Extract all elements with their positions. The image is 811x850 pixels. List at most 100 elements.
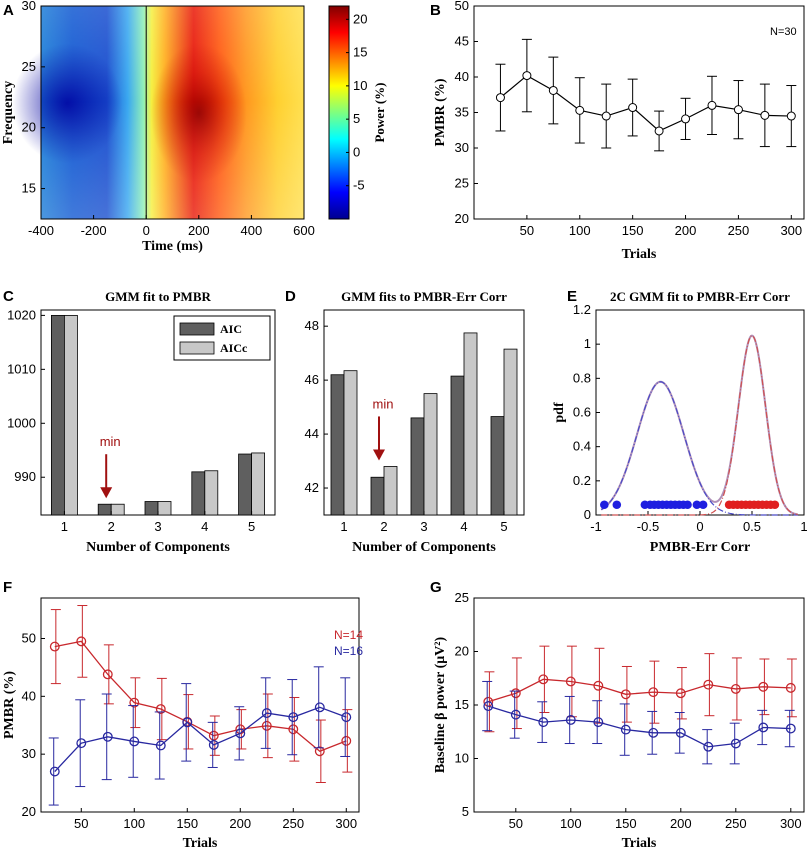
panel-e: -1 -0.5 0 0.5 1 0 0.2 0.4 0.6 0.8 1 1.2 2C GMM fit t… (552, 288, 808, 555)
panel-f-point-1 (314, 746, 325, 757)
panel-g-axes (473, 597, 805, 813)
panel-g-xtick-label: 50 (509, 816, 523, 831)
panel-a-xtick-label: -200 (81, 223, 107, 238)
panel-e-xtick-label: 0.5 (743, 519, 761, 534)
panel-b-point (628, 103, 638, 113)
panel-a-ylabel: Frequency (1, 81, 16, 145)
panel-e-component-curve-2 (601, 334, 798, 516)
panel-f: 50 100 150 200 250 300 20 30 40 50 N=14 N=16 Trials P… (2, 579, 363, 850)
panel-b-point (548, 85, 558, 95)
panel-d-bar-aicc (383, 466, 398, 516)
panel-e-point-blue (692, 500, 702, 510)
panel-f-point-2 (155, 740, 166, 751)
panel-g-series-line-1 (488, 678, 791, 703)
panel-b-ytick-label: 45 (455, 34, 469, 49)
panel-f-point-2 (341, 712, 352, 723)
panel-c-bar-aicc (157, 501, 172, 516)
panel-f-xtick-label: 200 (229, 816, 251, 831)
panel-f-ytick-label: 40 (22, 688, 36, 703)
panel-g-xtick-label: 200 (670, 816, 692, 831)
panel-d-min-arrowhead (373, 449, 385, 461)
colorbar-tick-label: 15 (353, 45, 367, 60)
panel-c-min-label: min (100, 434, 121, 449)
panel-c-xtick-label: 4 (201, 519, 208, 534)
panel-g-xlabel: Trials (622, 836, 657, 850)
panel-g-point-2 (538, 717, 549, 728)
panel-f-point-1 (129, 697, 140, 708)
panel-g-point-2 (730, 738, 741, 749)
panel-letter-a: A (3, 2, 14, 19)
panel-d-bar-aicc (503, 348, 518, 516)
panel-f-xtick-label: 300 (335, 816, 357, 831)
panel-d-ytick-label: 48 (305, 318, 319, 333)
panel-c: 1 2 3 4 5 990 1000 1010 1020 GMM fit to PMBR Numbe… (3, 288, 276, 555)
panel-e-ytick-label: 0.2 (573, 473, 591, 488)
panel-b-series-line (500, 74, 792, 132)
panel-g-point-1 (730, 684, 741, 694)
panel-e-ytick-label: 0.6 (573, 405, 591, 420)
panel-f-point-2 (261, 708, 272, 719)
panel-b-point (575, 105, 585, 115)
panel-f-point-2 (129, 736, 140, 747)
panel-f-point-2 (314, 702, 325, 713)
panel-g-point-2 (593, 717, 604, 728)
panel-b-ytick-label: 25 (455, 176, 469, 191)
panel-c-bar-aicc (251, 452, 266, 516)
panel-e-point-blue (698, 500, 708, 510)
panel-d-xlabel: Number of Components (352, 540, 496, 555)
panel-g-ytick-label: 10 (455, 751, 469, 766)
panel-g-point-1 (785, 682, 796, 693)
panel-a-xtick-label: -400 (28, 223, 54, 238)
panel-g-point-2 (483, 701, 494, 712)
panel-b-xtick-label: 200 (675, 223, 697, 238)
panel-g-point-2 (675, 727, 686, 738)
panel-d-xtick-label: 1 (340, 519, 347, 534)
panel-c-bar-aicc (64, 314, 78, 516)
panel-f-series-line-1 (54, 640, 347, 753)
panel-f-point-1 (341, 735, 352, 746)
panel-a-xtick-label: 600 (293, 223, 315, 238)
panel-c-bar-aicc (204, 470, 219, 516)
panel-c-bar-aic (51, 314, 65, 516)
panel-g-point-1 (593, 680, 604, 691)
panel-d-min-label: min (373, 396, 394, 411)
panel-f-point-1 (76, 636, 87, 647)
panel-g-point-2 (703, 741, 714, 752)
panel-d-xtick-label: 3 (420, 519, 427, 534)
panel-a-xlabel: Time (ms) (142, 239, 203, 254)
panel-b-xtick-label: 50 (520, 223, 534, 238)
panel-b-point (601, 111, 611, 121)
panel-c-ytick-label: 990 (14, 469, 36, 484)
panel-e-title: 2C GMM fit to PMBR-Err Corr (610, 289, 790, 304)
panel-letter-f: F (3, 579, 12, 596)
panel-c-ytick-label: 1010 (7, 361, 36, 376)
panel-b-point (707, 100, 717, 110)
panel-b: 50 100 150 200 250 300 20 25 30 35 40 45 50 N=30 Trial… (430, 0, 805, 262)
panel-e-component-curve-1 (600, 381, 798, 516)
panel-a-ytick-label: 20 (22, 120, 36, 135)
panel-b-point (654, 126, 664, 136)
panel-e-point-red (770, 500, 780, 510)
panel-d-bar-aicc (343, 370, 358, 516)
panel-b-ytick-label: 20 (455, 211, 469, 226)
panel-g-point-1 (648, 687, 659, 698)
panel-g-xtick-label: 100 (560, 816, 582, 831)
panel-b-xtick-label: 100 (569, 223, 591, 238)
panel-c-legend-swatch-aicc (179, 341, 215, 355)
panel-b-point (760, 110, 770, 120)
heatmap-axes (40, 5, 305, 220)
panel-c-bar-aicc (110, 503, 125, 516)
panel-g-point-1 (565, 676, 576, 687)
panel-f-ytick-label: 50 (22, 630, 36, 645)
panel-f-point-1 (102, 669, 113, 680)
panel-g-xtick-label: 150 (615, 816, 637, 831)
panel-a-ytick-label: 30 (22, 0, 36, 13)
panel-c-ytick-label: 1020 (7, 307, 36, 322)
panel-c-xtick-label: 5 (248, 519, 255, 534)
panel-g-ytick-label: 25 (455, 590, 469, 605)
panel-b-ytick-label: 35 (455, 105, 469, 120)
panel-d-xtick-label: 4 (460, 519, 467, 534)
colorbar-tick-label: 0 (353, 144, 360, 159)
